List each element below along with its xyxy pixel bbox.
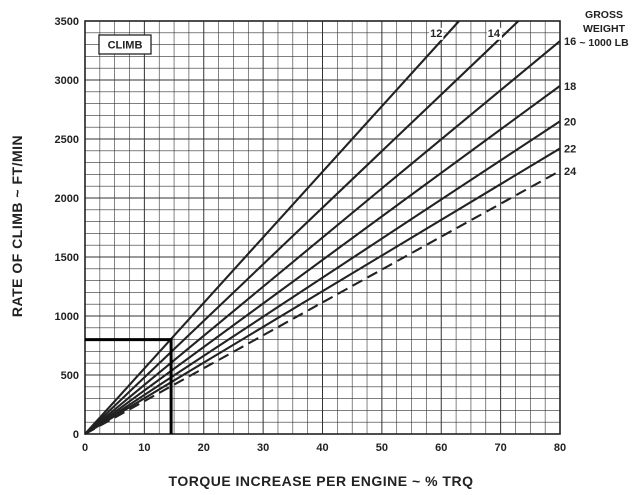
x-tick-label: 0: [82, 442, 88, 454]
series-label-24: 24: [564, 166, 577, 178]
series-label-bg: [563, 36, 578, 49]
grid: [84, 20, 561, 435]
series-label-bg: [563, 165, 579, 178]
example-path: [85, 338, 173, 434]
y-tick-label: 1000: [55, 311, 79, 323]
series-line-24: [84, 169, 561, 435]
y-tick-label: 1500: [55, 252, 79, 264]
x-tick-label: 60: [435, 442, 447, 454]
y-tick-label: 3000: [55, 75, 79, 87]
series-label-bg: [429, 27, 444, 40]
x-tick-label: 10: [138, 442, 150, 454]
y-tick-label: 3500: [55, 16, 79, 28]
x-tick-label: 50: [376, 442, 388, 454]
series-line-22: [84, 147, 561, 435]
y-tick-label: 2000: [55, 193, 79, 205]
series-line-12: [84, 20, 460, 435]
series-label-20: 20: [564, 116, 576, 128]
x-tick-label: 20: [198, 442, 210, 454]
legend-title-line-2: WEIGHT: [583, 23, 626, 35]
y-tick-label: 500: [61, 370, 79, 382]
series-label-14: 14: [488, 28, 501, 40]
climb-tag-text: CLIMB: [108, 40, 143, 52]
series-label-bg: [486, 27, 502, 40]
y-axis-title: RATE OF CLIMB ~ FT/MIN: [9, 135, 25, 317]
series-label-bg: [563, 80, 578, 93]
series-line-18: [84, 85, 561, 435]
plot-frame: [84, 20, 561, 435]
series-label-12: 12: [430, 28, 442, 40]
series-label-bg: [563, 143, 578, 156]
example-path-line: [85, 338, 173, 434]
legend-title-line-3: ~ 1000 LB: [579, 37, 629, 49]
climb-tag: CLIMB: [98, 34, 152, 55]
series-label-18: 18: [564, 81, 576, 93]
series-label-22: 22: [564, 143, 576, 155]
x-axis-title: TORQUE INCREASE PER ENGINE ~ % TRQ: [169, 473, 474, 489]
legend-title-line-1: GROSS: [585, 9, 623, 21]
x-tick-label: 40: [316, 442, 328, 454]
legend-title: GROSS WEIGHT ~ 1000 LB: [579, 9, 629, 49]
x-tick-label: 70: [495, 442, 507, 454]
x-tick-label: 80: [554, 442, 566, 454]
y-tick-label: 0: [73, 429, 79, 441]
series-line-20: [84, 120, 561, 435]
plot-border: [84, 20, 561, 435]
series-label-16: 16: [564, 36, 576, 48]
series-lines: [84, 20, 561, 435]
series-line-16: [84, 40, 561, 435]
series-line-14: [84, 20, 520, 435]
series-labels: 12 14 16 18 20 22 24: [429, 27, 579, 178]
series-label-bg: [563, 116, 578, 129]
x-tick-label: 30: [257, 442, 269, 454]
x-axis-ticks: 0 10 20 30 40 50 60 70 80: [82, 442, 566, 454]
y-tick-label: 2500: [55, 134, 79, 146]
y-axis-ticks: 0 500 1000 1500 2000 2500 3000 3500: [55, 16, 79, 441]
